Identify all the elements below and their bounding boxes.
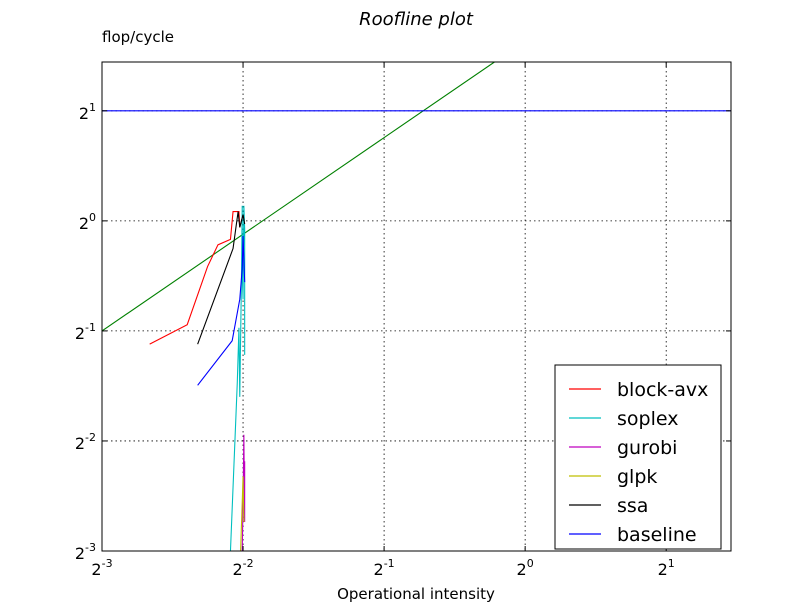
series-line-soplex xyxy=(229,205,246,551)
series-line-baseline xyxy=(197,235,246,386)
x-tick-label: 2-3 xyxy=(91,557,112,579)
legend-label: ssa xyxy=(617,495,648,517)
legend-label: baseline xyxy=(617,524,697,546)
series-lines xyxy=(102,110,731,551)
x-tick-label: 2-2 xyxy=(232,557,253,579)
y-tick-label: 2-3 xyxy=(75,541,96,563)
x-tick-label: 20 xyxy=(517,557,534,579)
series-line-ssa xyxy=(197,211,246,345)
series-line-glpk xyxy=(240,476,245,551)
series-line-gurobi xyxy=(241,434,246,551)
series-line-block-avx xyxy=(149,211,244,345)
x-axis-label: Operational intensity xyxy=(337,585,495,603)
roof-lines xyxy=(102,62,495,332)
legend-label: soplex xyxy=(617,408,678,430)
x-tick-label: 2-1 xyxy=(374,557,395,579)
chart-title: Roofline plot xyxy=(359,9,474,30)
plot-frame xyxy=(101,61,732,552)
legend: block-avx soplex gurobi glpk ssa baseline xyxy=(554,364,722,550)
legend-label: gurobi xyxy=(617,437,677,459)
y-tick-label: 2-2 xyxy=(75,431,96,453)
legend-box xyxy=(554,364,722,550)
y-tick-label: 20 xyxy=(79,211,96,233)
roof-line xyxy=(102,62,495,332)
y-tick-label: 2-1 xyxy=(75,321,96,343)
y-tick-label: 21 xyxy=(79,101,96,123)
y-axis-label: flop/cycle xyxy=(102,28,174,46)
legend-label: glpk xyxy=(617,466,657,488)
x-tick-label: 21 xyxy=(658,557,675,579)
legend-label: block-avx xyxy=(617,379,708,401)
